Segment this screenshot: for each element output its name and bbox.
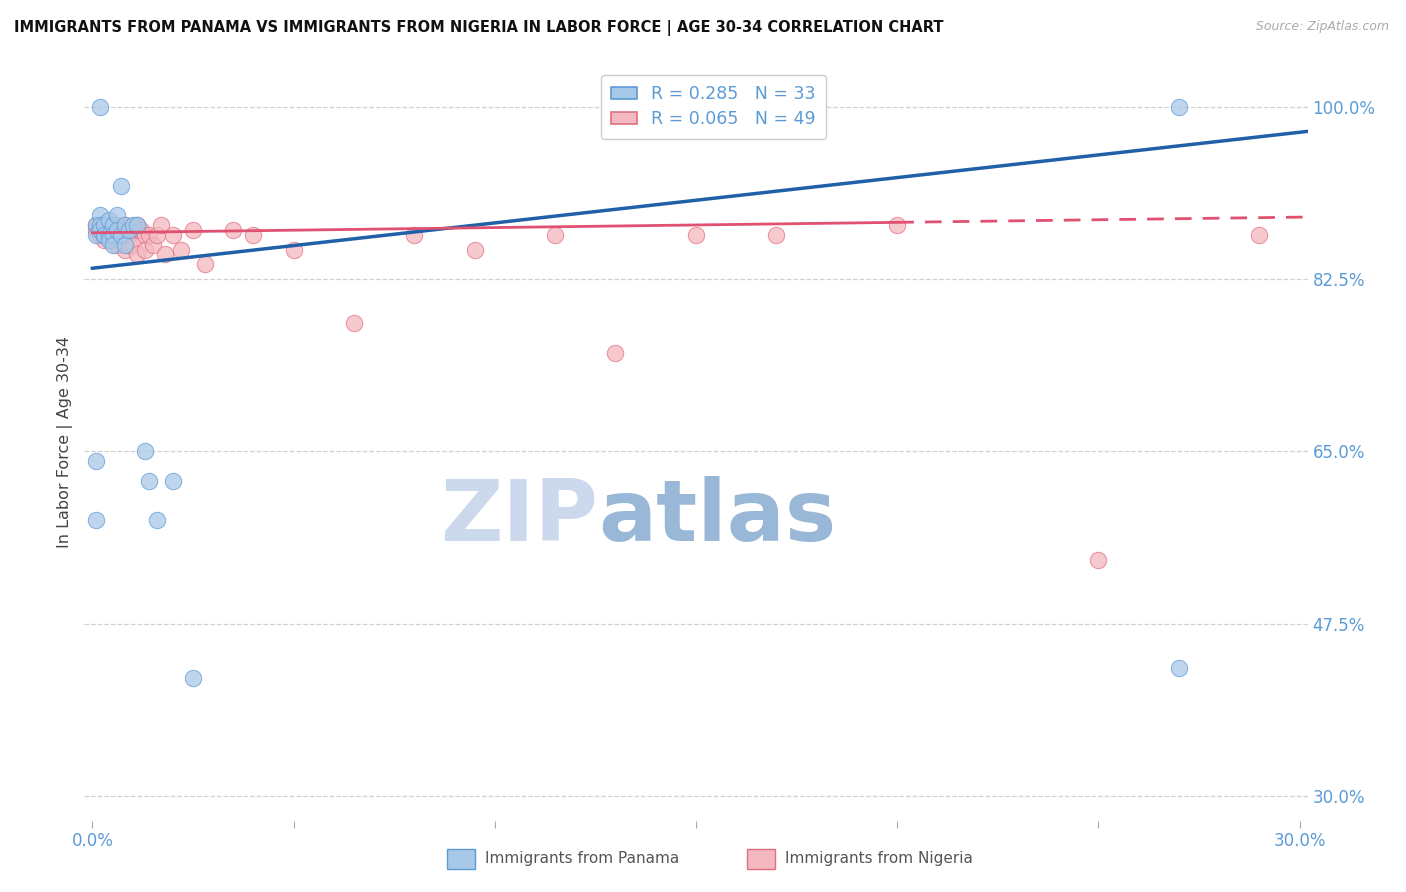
Text: ZIP: ZIP: [440, 475, 598, 559]
Point: [121, 223, 143, 237]
Point: [181, 671, 204, 685]
Point: [89, 227, 111, 242]
Point: [101, 218, 124, 232]
Point: [101, 233, 124, 247]
Point: [93, 223, 115, 237]
Point: [162, 474, 184, 488]
Point: [149, 218, 172, 232]
Point: [117, 223, 139, 237]
Point: [97, 233, 120, 247]
Point: [222, 223, 245, 237]
Legend: R = 0.285   N = 33, R = 0.065   N = 49: R = 0.285 N = 33, R = 0.065 N = 49: [600, 75, 827, 138]
Point: [283, 243, 305, 257]
Point: [97, 213, 120, 227]
Point: [114, 237, 136, 252]
Point: [114, 218, 136, 232]
Point: [1249, 227, 1271, 242]
Point: [101, 237, 124, 252]
Point: [1087, 552, 1109, 566]
Point: [146, 513, 169, 527]
Point: [89, 100, 111, 114]
Point: [162, 227, 184, 242]
Point: [194, 257, 217, 271]
Point: [93, 218, 115, 232]
Point: [146, 227, 169, 242]
Point: [114, 218, 136, 232]
Point: [138, 474, 160, 488]
Point: [343, 317, 366, 331]
Point: [170, 243, 193, 257]
Point: [105, 237, 128, 252]
Point: [86, 218, 108, 232]
Point: [125, 218, 148, 232]
Text: Source: ZipAtlas.com: Source: ZipAtlas.com: [1256, 20, 1389, 33]
Text: Immigrants from Panama: Immigrants from Panama: [485, 851, 679, 865]
Point: [110, 223, 132, 237]
Point: [134, 444, 156, 458]
Point: [886, 218, 908, 232]
Point: [544, 227, 567, 242]
Point: [142, 237, 165, 252]
Point: [125, 218, 148, 232]
Point: [93, 227, 115, 242]
Point: [181, 223, 204, 237]
Point: [101, 218, 124, 232]
Point: [97, 227, 120, 242]
Point: [134, 243, 156, 257]
Point: [134, 227, 156, 242]
Text: atlas: atlas: [598, 475, 837, 559]
Point: [464, 243, 486, 257]
Point: [121, 237, 143, 252]
Point: [86, 513, 108, 527]
Point: [242, 227, 264, 242]
Point: [117, 227, 139, 242]
Point: [105, 218, 128, 232]
Point: [89, 223, 111, 237]
Point: [97, 227, 120, 242]
Point: [86, 227, 108, 242]
Point: [101, 227, 124, 242]
Point: [129, 223, 152, 237]
Text: Immigrants from Nigeria: Immigrants from Nigeria: [785, 851, 973, 865]
Point: [404, 227, 426, 242]
Point: [89, 208, 111, 222]
Y-axis label: In Labor Force | Age 30-34: In Labor Force | Age 30-34: [58, 335, 73, 548]
Point: [93, 233, 115, 247]
Text: IMMIGRANTS FROM PANAMA VS IMMIGRANTS FROM NIGERIA IN LABOR FORCE | AGE 30-34 COR: IMMIGRANTS FROM PANAMA VS IMMIGRANTS FRO…: [14, 20, 943, 36]
Point: [97, 218, 120, 232]
Point: [89, 218, 111, 232]
Point: [1167, 100, 1189, 114]
Point: [153, 247, 176, 261]
Point: [86, 223, 108, 237]
Point: [765, 227, 787, 242]
Point: [114, 243, 136, 257]
Point: [110, 227, 132, 242]
Point: [605, 346, 627, 360]
Point: [125, 247, 148, 261]
Point: [110, 227, 132, 242]
Point: [105, 223, 128, 237]
Point: [117, 237, 139, 252]
Point: [105, 208, 128, 222]
Point: [121, 218, 143, 232]
Point: [138, 227, 160, 242]
Point: [1167, 661, 1189, 675]
Point: [93, 227, 115, 242]
Point: [110, 178, 132, 193]
Point: [101, 223, 124, 237]
Point: [685, 227, 707, 242]
Point: [86, 454, 108, 468]
Point: [86, 218, 108, 232]
Point: [93, 227, 115, 242]
Point: [89, 218, 111, 232]
